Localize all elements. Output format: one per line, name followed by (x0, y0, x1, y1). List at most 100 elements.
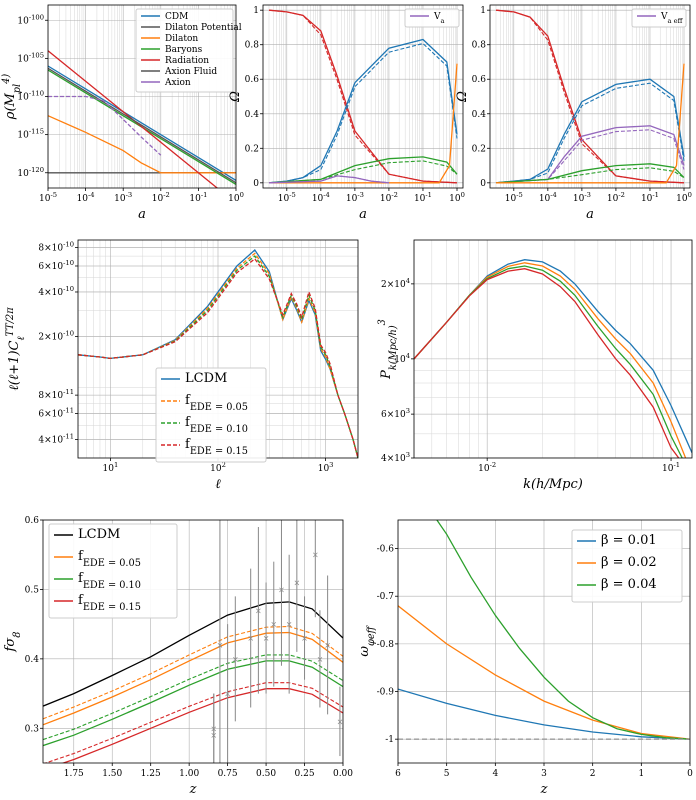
matter_pk-ytick-label: 104 (394, 352, 410, 365)
density-legend-label: Baryons (165, 45, 203, 55)
density-ytick-label: 10-115 (17, 128, 44, 141)
fsigma8-datapoint: × (263, 634, 270, 643)
omega_va-xtick-label: 10-2 (380, 191, 398, 204)
fsigma8-xtick-label: 1.25 (141, 769, 161, 779)
fsigma8-dashed-line-1 (43, 625, 343, 720)
cmb_tt-ytick-label: 2×10-10 (38, 329, 74, 342)
omega_vaeff-xtick-label: 10-4 (539, 191, 557, 204)
cmb_tt-line-3 (78, 257, 358, 458)
omega_va-dashed-line-2 (268, 160, 458, 184)
omega_va-dashed-line-0 (268, 9, 458, 184)
fsigma8-datapoint: × (312, 551, 319, 560)
fsigma8-ytick-label: 0.3 (25, 724, 40, 734)
omega_phi_eff-ytick-label: -0.6 (377, 545, 395, 555)
fsigma8-datapoint: × (224, 690, 231, 699)
density-legend-label: Dilaton Potential (165, 23, 242, 33)
omega_va-dashed-line-4 (268, 175, 389, 184)
cmb_tt-xtick-label: 102 (210, 461, 226, 474)
fsigma8-line-0 (43, 601, 343, 707)
fsigma8-legend-box (48, 523, 178, 619)
omega_va-xlabel: a (359, 207, 367, 222)
omega_va-legend-box (404, 8, 460, 28)
fsigma8-datapoint: × (301, 634, 308, 643)
omega_phi_eff-ytick-label: -0.7 (377, 592, 395, 602)
omega_phi_eff-legend-label: β = 0.01 (601, 533, 657, 548)
cmb_tt-legend-label: fEDE = 0.10 (185, 415, 248, 435)
omega_phi_eff-legend-box (571, 529, 683, 603)
omega_phi_eff-legend-label: β = 0.02 (601, 555, 657, 570)
fsigma8-datapoint: × (278, 585, 285, 594)
cmb_tt-ytick-label: 8×10-10 (38, 241, 74, 254)
fsigma8-ytick-label: 0.6 (25, 516, 40, 526)
matter_pk-ytick-label: 4×103 (381, 451, 410, 464)
density-ylabel: ρ(Mpl4) (1, 74, 23, 121)
fsigma8-datapoint: × (270, 620, 277, 629)
omega_phi_eff-xtick-label: 6 (395, 769, 401, 779)
omega_phi_eff-xtick-label: 5 (444, 769, 450, 779)
fsigma8-series: ××××××××××××××××× (43, 520, 344, 763)
matter_pk-line-2 (414, 265, 683, 458)
omega_phi_eff-line-1 (398, 605, 690, 740)
omega_va-xtick-label: 10-3 (346, 191, 364, 204)
matter_pk-frame (413, 239, 693, 459)
density-xtick-label: 10-4 (77, 191, 95, 204)
omega_phi_eff-frame (397, 519, 691, 764)
omega_vaeff-dashed-line-2 (495, 129, 685, 184)
omega_va-ytick-label: 0.4 (245, 110, 260, 120)
omega_va-line-3 (269, 63, 458, 184)
omega_vaeff-legend-box (631, 8, 687, 28)
density-line-4 (48, 50, 219, 188)
panel-cmb_tt: 101 102 103 8×10-10 6×10-10 4×10-10 2×10-10 8×1… (5, 239, 359, 492)
fsigma8-legend-label: fEDE = 0.15 (78, 593, 141, 613)
density-legend-label: Axion Fluid (164, 67, 217, 77)
cmb_tt-ytick-label: 4×10-10 (38, 285, 74, 298)
fsigma8-ytick-label: 0.5 (25, 585, 40, 595)
omega_vaeff-series (495, 9, 685, 184)
fsigma8-line-3 (61, 688, 343, 763)
omega_vaeff-ytick-label: 0 (480, 179, 486, 189)
matter_pk-ylabel: Pk(Mpc/h)3 (377, 319, 399, 380)
omega_va-legend-label: Va (433, 12, 445, 25)
omega_vaeff-ytick-label: 1 (480, 6, 486, 16)
omega_va-ytick-label: 0.8 (245, 41, 260, 51)
fsigma8-xtick-label: 0.00 (333, 769, 353, 779)
fsigma8-ytick-label: 0.4 (25, 655, 40, 665)
panel-matter_pk: 10-2 10-1 2×104 104 6×103 4×103 k(h/Mpc) Pk(Mpc… (377, 239, 693, 492)
omega_va-legend: Va (404, 8, 460, 28)
omega_phi_eff-ytick-label: -0.9 (377, 688, 395, 698)
omega_va-xtick-label: 10-1 (414, 191, 432, 204)
omega_vaeff-xtick-label: 10-3 (573, 191, 591, 204)
density-line-2 (48, 115, 236, 174)
omega_va-series (268, 9, 458, 184)
fsigma8-frame (42, 519, 344, 764)
omega_vaeff-ytick-label: 0.2 (472, 144, 486, 154)
cmb_tt-ytick-label: 6×10-10 (38, 259, 74, 272)
panel-omega_vaeff: 10-5 10-4 10-3 10-2 10-1 100 0 0.2 0.4 0.6 0.8 1 a Ω V… (455, 4, 692, 222)
omega_vaeff-xtick-label: 10-1 (641, 191, 659, 204)
fsigma8-xtick-label: 1.50 (102, 769, 122, 779)
fsigma8-dashed-line-2 (43, 654, 343, 741)
matter_pk-ytick-label: 6×103 (381, 407, 410, 420)
matter_pk-xtick-label: 10-2 (478, 461, 496, 474)
fsigma8-xtick-label: 0.25 (295, 769, 315, 779)
omega_va-xtick-label: 10-5 (278, 191, 296, 204)
omega_va-ytick-label: 0 (253, 179, 259, 189)
omega_va-dashed-line-1 (268, 42, 458, 184)
matter_pk-line-3 (414, 268, 680, 458)
omega_vaeff-line-4 (496, 63, 685, 184)
matter_pk-grid (414, 240, 692, 458)
omega_va-ytick-label: 1 (253, 6, 259, 16)
density-grid (48, 5, 236, 188)
fsigma8-datapoint: × (217, 641, 224, 650)
omega_vaeff-xtick-label: 100 (676, 191, 692, 204)
omega_va-xtick-label: 100 (449, 191, 465, 204)
fsigma8-xtick-label: 0.50 (256, 769, 276, 779)
fsigma8-ylabel: fσ8 (3, 632, 23, 653)
fsigma8-xtick-label: 1.75 (64, 769, 84, 779)
fsigma8-datapoint: × (247, 634, 254, 643)
fsigma8-line-1 (43, 631, 343, 726)
fsigma8-datapoint: × (337, 717, 344, 726)
cmb_tt-xtick-label: 101 (103, 461, 119, 474)
